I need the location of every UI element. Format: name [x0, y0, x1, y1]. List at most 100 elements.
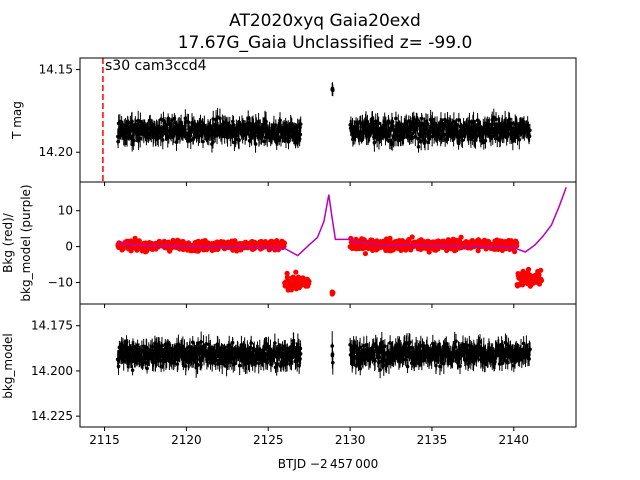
data-point — [358, 345, 362, 350]
data-point — [146, 126, 151, 130]
data-point — [386, 121, 391, 125]
data-point — [383, 344, 387, 348]
data-point — [199, 362, 203, 367]
data-point — [416, 145, 421, 149]
bkg-point — [520, 282, 526, 288]
data-point — [354, 120, 358, 124]
panel-bottom-frame — [79, 303, 577, 428]
data-point — [397, 124, 402, 129]
data-point — [183, 116, 188, 121]
data-point — [406, 119, 411, 123]
panel-middle-ylabel-line2: bkg_model (purple) — [19, 184, 33, 301]
data-point — [273, 341, 277, 345]
xtick-label: 2140 — [499, 433, 530, 447]
data-point — [218, 116, 222, 121]
data-point — [507, 117, 512, 121]
data-point — [378, 367, 382, 372]
panel-middle-marks — [115, 187, 567, 297]
data-point — [130, 359, 134, 364]
data-point — [394, 116, 398, 121]
bkg-point — [475, 248, 481, 254]
data-point — [372, 140, 377, 145]
data-point — [253, 142, 258, 146]
data-point — [175, 362, 180, 366]
bkg-point — [330, 289, 336, 296]
data-point — [505, 360, 510, 365]
data-point — [388, 138, 392, 143]
data-point — [186, 120, 191, 125]
data-point — [416, 136, 420, 141]
ytick-label: 14.225 — [31, 409, 73, 423]
bkg-point — [362, 250, 369, 257]
data-point — [298, 132, 303, 137]
data-point — [275, 362, 280, 366]
data-point — [160, 138, 165, 142]
data-point — [261, 129, 266, 133]
panel-top-marks — [102, 58, 532, 182]
data-point — [376, 121, 381, 126]
panel-top-yticks: 14.15 14.20 — [39, 63, 515, 186]
data-point — [390, 120, 395, 124]
data-point — [331, 360, 335, 365]
panel-middle: −10 0 10 Bkg (red)/ bkg_model (purple) — [1, 181, 577, 308]
chart-title-line2: 17.67G_Gaia Unclassified z= -99.0 — [178, 33, 473, 53]
data-point — [211, 140, 215, 144]
bkg-point — [281, 240, 288, 246]
data-point — [230, 134, 235, 139]
data-point — [211, 117, 216, 121]
chart-title-line1: AT2020xyq Gaia20exd — [229, 11, 421, 31]
data-point — [201, 139, 205, 144]
bkg-point — [284, 270, 290, 276]
data-point — [130, 368, 135, 373]
bkg-point — [288, 287, 295, 293]
panel-bottom-yticks: 14.175 14.200 14.225 — [31, 319, 515, 431]
data-point — [298, 122, 303, 126]
data-point — [274, 123, 278, 127]
ytick-label: 14.20 — [39, 145, 73, 159]
data-point — [298, 352, 303, 356]
data-point — [460, 138, 465, 143]
data-point — [458, 364, 462, 368]
data-point — [373, 359, 377, 363]
data-point — [237, 363, 242, 368]
panel-top: 14.15 14.20 s30 cam3ccd4 T mag — [10, 57, 577, 186]
data-point — [249, 341, 253, 345]
ytick-label: 0 — [65, 240, 73, 254]
panel-middle-yticks: −10 0 10 — [48, 204, 515, 308]
sector-annotation: s30 cam3ccd4 — [105, 58, 207, 74]
data-point — [396, 350, 400, 354]
bkg-point — [284, 274, 290, 280]
panel-bottom-ylabel: bkg_model — [1, 333, 15, 399]
data-point — [195, 363, 200, 368]
data-point — [454, 339, 458, 344]
panel-top-ylabel: T mag — [10, 101, 24, 140]
data-point — [478, 340, 482, 344]
data-point — [457, 118, 461, 122]
ytick-label: 14.15 — [39, 63, 73, 77]
ytick-label: 10 — [58, 204, 73, 218]
data-point — [423, 138, 427, 143]
bkg-point — [409, 234, 415, 240]
data-point — [145, 366, 149, 371]
xtick-label: 2115 — [89, 433, 120, 447]
data-point — [377, 355, 382, 359]
xtick-label: 2130 — [335, 433, 366, 447]
data-point — [262, 139, 266, 144]
bkg-point — [293, 269, 299, 275]
data-point — [237, 138, 241, 143]
bkg-point — [525, 266, 532, 272]
data-point — [483, 138, 488, 143]
data-point — [298, 357, 302, 361]
data-point — [173, 120, 177, 125]
data-point — [132, 138, 136, 143]
data-point — [232, 361, 237, 366]
data-point — [285, 346, 290, 351]
bkg-point — [538, 267, 544, 273]
ytick-label: 14.175 — [31, 319, 73, 333]
data-point — [403, 357, 408, 362]
data-point — [160, 343, 164, 348]
data-point — [510, 121, 514, 126]
data-point — [150, 344, 154, 349]
